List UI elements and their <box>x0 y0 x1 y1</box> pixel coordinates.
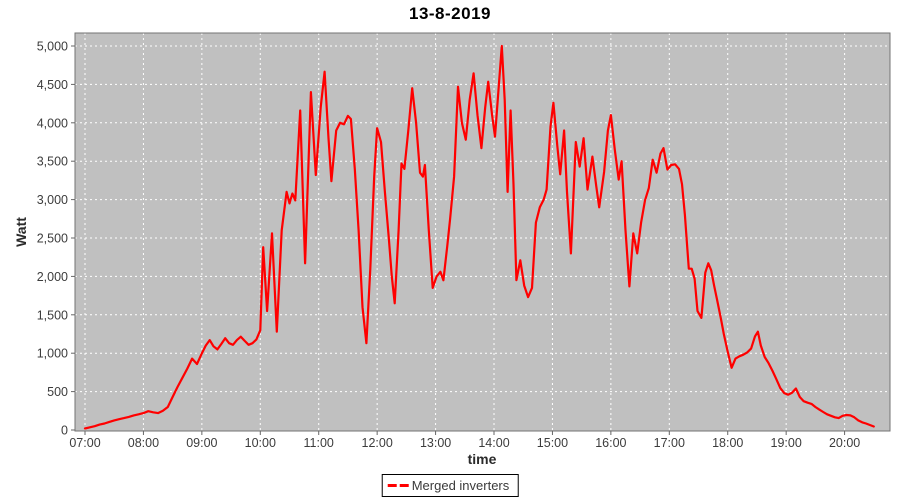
y-tick-label: 0 <box>61 424 68 438</box>
x-tick-label: 12:00 <box>362 436 393 450</box>
x-tick-label: 11:00 <box>304 436 334 450</box>
y-tick-label: 4,000 <box>37 116 68 130</box>
y-tick-label: 500 <box>47 385 68 399</box>
plot-border <box>74 32 891 432</box>
x-tick-label: 18:00 <box>712 436 743 450</box>
plot-background <box>75 33 890 431</box>
y-tick-label: 5,000 <box>37 40 68 54</box>
x-axis-label: time <box>467 451 497 467</box>
y-tick-label: 1,500 <box>37 308 68 322</box>
x-tick-label: 15:00 <box>537 436 568 450</box>
y-tick-label: 3,500 <box>37 155 68 169</box>
x-tick-label: 17:00 <box>654 436 685 450</box>
y-axis-label: Watt <box>13 217 29 247</box>
x-tick-label: 16:00 <box>595 436 626 450</box>
chart-title: 13-8-2019 <box>408 4 491 23</box>
legend-entry-label: Merged inverters <box>411 478 510 493</box>
y-tick-label: 3,000 <box>37 193 68 207</box>
x-tick-label: 09:00 <box>186 436 217 450</box>
y-tick-label: 2,000 <box>37 270 68 284</box>
x-tick-label: 14:00 <box>478 436 509 450</box>
y-tick-label: 2,500 <box>37 232 68 246</box>
x-tick-label: 19:00 <box>771 436 802 450</box>
y-tick-label: 1,000 <box>37 347 68 361</box>
x-tick-label: 10:00 <box>245 436 276 450</box>
x-tick-label: 07:00 <box>69 436 100 450</box>
series-line <box>83 44 875 430</box>
y-tick-label: 4,500 <box>37 78 68 92</box>
x-tick-label: 08:00 <box>128 436 159 450</box>
legend: Merged inverters <box>381 474 519 497</box>
legend-line-swatch <box>387 484 409 487</box>
x-tick-label: 20:00 <box>829 436 860 450</box>
x-tick-label: 13:00 <box>420 436 451 450</box>
